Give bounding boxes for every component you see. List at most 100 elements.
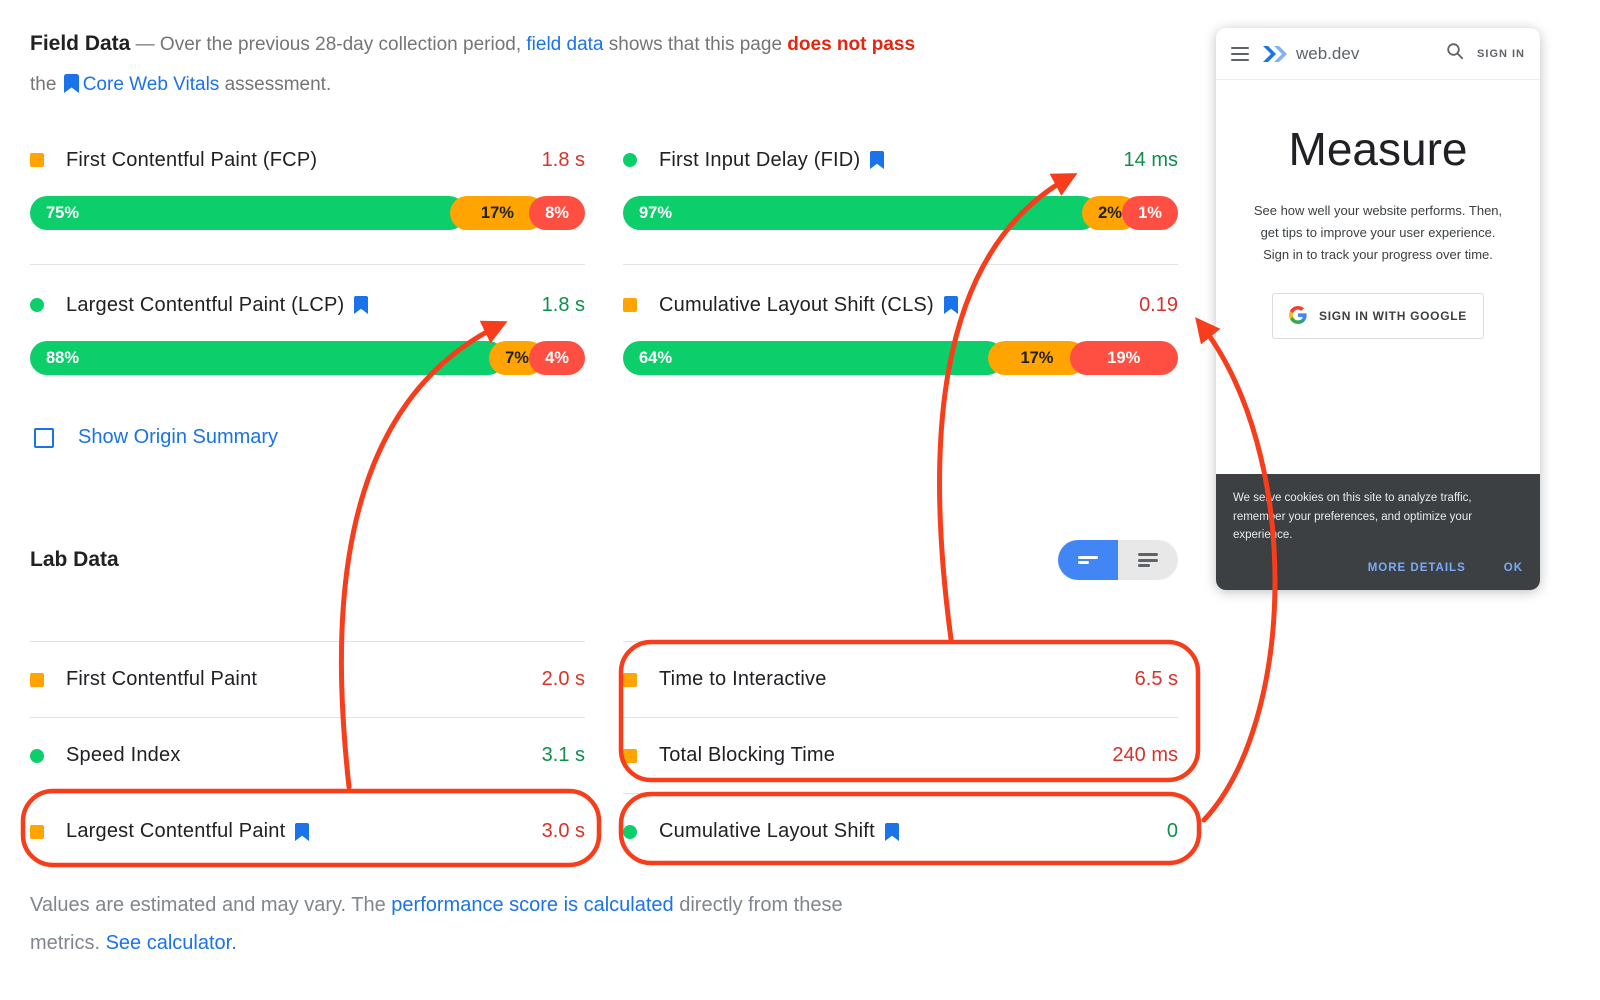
metric-label: Largest Contentful Paint [66,820,286,842]
field-data-description: Field Data — Over the previous 28-day co… [30,24,1190,108]
metric-value: 0 [1166,820,1178,842]
status-square-icon [30,672,44,687]
status-square-icon [30,824,44,839]
field-metric-lcp: Largest Contentful Paint (LCP) 1.8 s 88% 7%… [30,264,585,409]
lab-data-title: Lab Data [30,548,119,571]
distribution-segment-red: 4% [529,341,585,375]
metric-label: Cumulative Layout Shift [659,820,875,842]
field-metric-head: Largest Contentful Paint (LCP) 1.8 s [30,291,585,319]
metric-label: Speed Index [66,744,181,766]
measure-description: See how well your website performs. Then… [1253,203,1503,262]
metric-value: 0.19 [1139,293,1178,316]
metric-label: Largest Contentful Paint (LCP) [66,293,345,316]
hamburger-menu-icon[interactable] [1231,43,1249,65]
distribution-bar: 88% 7% 4% [30,341,585,375]
distribution-segment-green: 64% [623,341,1005,375]
lab-metric-lab-fcp: First Contentful Paint 2.0 s [30,641,585,717]
cookie-actions: MORE DETAILS OK [1233,559,1523,577]
metric-label: Time to Interactive [659,668,827,690]
metric-value: 14 ms [1123,148,1178,171]
search-icon[interactable] [1446,42,1464,65]
cookie-ok-button[interactable]: OK [1503,561,1523,574]
metric-value: 2.0 s [541,668,585,690]
core-web-vitals-link[interactable]: Core Web Vitals [82,74,220,95]
distribution-bar: 97% 2% 1% [623,196,1178,230]
lab-metric-lab-lcp: Largest Contentful Paint 3.0 s [30,793,585,869]
bookmark-icon [884,822,899,841]
metric-value: 6.5 s [1134,668,1178,690]
list-view-icon [1138,551,1158,570]
origin-summary-checkbox[interactable] [34,427,54,448]
status-square-icon [623,748,637,763]
metric-value: 240 ms [1112,744,1178,766]
metric-label: Total Blocking Time [659,744,836,766]
footer-line2: metrics. See calculator. [30,932,237,954]
bookmark-icon [295,822,310,841]
distribution-segment-green: 75% [30,196,466,230]
bookmark-icon [63,68,79,108]
performance-score-link[interactable]: performance score is calculated [391,894,674,916]
metric-value: 1.8 s [541,148,585,171]
status-square-icon [623,298,637,312]
field-metric-fid: First Input Delay (FID) 14 ms 97% 2% 1% [623,126,1178,264]
webdev-brand-text: web.dev [1296,43,1360,63]
compact-view-button[interactable] [1058,540,1118,580]
distribution-segment-green: 97% [623,196,1098,230]
field-desc-line1: Field Data — Over the previous 28-day co… [30,32,916,55]
field-metric-fcp: First Contentful Paint (FCP) 1.8 s 75% 17% 8… [30,126,585,264]
field-data-grid: First Contentful Paint (FCP) 1.8 s 75% 17% 8… [30,126,1178,409]
status-square-icon [623,672,637,687]
distribution-segment-red: 19% [1069,341,1178,375]
metric-label: First Contentful Paint (FCP) [66,148,318,171]
bookmark-icon [870,151,885,169]
webdev-logo-icon [1263,45,1287,62]
status-circle-icon [623,824,637,839]
distribution-segment-red: 8% [529,196,585,230]
metric-label: First Input Delay (FID) [659,148,861,171]
cookie-banner: We serve cookies on this site to analyze… [1216,474,1540,590]
footer-note: Values are estimated and may vary. The p… [30,886,1130,962]
field-data-link[interactable]: field data [526,34,604,55]
field-metric-head: First Contentful Paint (FCP) 1.8 s [30,146,585,174]
footer-line1: Values are estimated and may vary. The p… [30,894,843,916]
view-toggle [1058,540,1178,580]
field-data-title: Field Data [30,32,131,55]
origin-summary-label[interactable]: Show Origin Summary [78,426,279,448]
does-not-pass-text: does not pass [787,34,916,55]
field-metric-head: Cumulative Layout Shift (CLS) 0.19 [623,291,1178,319]
lab-metric-lab-tti: Time to Interactive 6.5 s [623,641,1178,717]
webdev-logo[interactable]: web.dev [1262,44,1359,64]
show-origin-summary[interactable]: Show Origin Summary [34,426,278,449]
phone-sign-in-link[interactable]: SIGN IN [1477,47,1525,60]
compact-view-icon [1078,553,1098,567]
field-metric-cls: Cumulative Layout Shift (CLS) 0.19 64% 17% 1… [623,264,1178,409]
see-calculator-link[interactable]: See calculator. [105,932,237,954]
metric-value: 1.8 s [541,293,585,316]
lab-column-left: First Contentful Paint 2.0 s Speed Index 3.… [30,641,585,869]
distribution-segment-red: 1% [1122,196,1178,230]
bookmark-icon [943,296,958,314]
metric-label: First Contentful Paint [66,668,258,690]
metric-value: 3.0 s [541,820,585,842]
distribution-segment-green: 88% [30,341,505,375]
lab-metric-lab-cls: Cumulative Layout Shift 0 [623,793,1178,869]
lab-metric-lab-tbt: Total Blocking Time 240 ms [623,717,1178,793]
list-view-button[interactable] [1118,540,1178,580]
metric-value: 3.1 s [541,744,585,766]
metric-label: Cumulative Layout Shift (CLS) [659,293,934,316]
status-square-icon [30,153,44,167]
page-screenshot-phone: web.dev SIGN IN Measure See how well you… [1216,28,1540,590]
google-button-label: SIGN IN WITH GOOGLE [1319,309,1467,324]
distribution-bar: 75% 17% 8% [30,196,585,230]
bookmark-icon [354,296,369,314]
more-details-button[interactable]: MORE DETAILS [1367,561,1466,574]
lab-metric-lab-si: Speed Index 3.1 s [30,717,585,793]
sign-in-with-google-button[interactable]: SIGN IN WITH GOOGLE [1272,293,1484,340]
distribution-bar: 64% 17% 19% [623,341,1178,375]
field-column-right: First Input Delay (FID) 14 ms 97% 2% 1% Cumul… [623,126,1178,409]
field-metric-head: First Input Delay (FID) 14 ms [623,146,1178,174]
status-circle-icon [30,748,44,763]
status-circle-icon [30,298,44,312]
lab-data-grid: First Contentful Paint 2.0 s Speed Index 3.… [30,641,1178,869]
lab-column-right: Time to Interactive 6.5 s Total Blocking T… [623,641,1178,869]
